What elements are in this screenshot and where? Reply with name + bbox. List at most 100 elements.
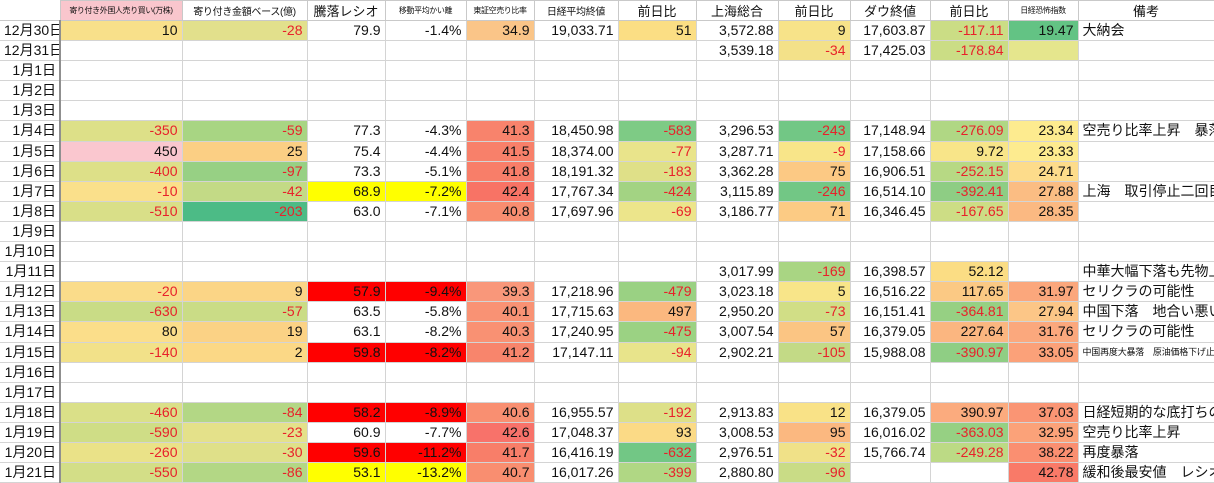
cell-date[interactable]: 1月16日: [0, 361, 61, 383]
cell-note[interactable]: セリクラの可能性: [1077, 281, 1214, 303]
cell-amt[interactable]: -59: [181, 120, 308, 142]
cell-nkd[interactable]: 497: [617, 301, 697, 323]
cell-note[interactable]: 空売り比率上昇: [1077, 421, 1214, 443]
cell-amt[interactable]: [181, 80, 308, 102]
cell-nkd[interactable]: -475: [617, 321, 697, 343]
cell-sh[interactable]: 3,296.53: [695, 120, 779, 142]
cell-vi[interactable]: 31.76: [1007, 321, 1079, 343]
cell-short[interactable]: 42.6: [465, 421, 535, 443]
cell-date[interactable]: 12月31日: [0, 40, 61, 62]
cell-nk[interactable]: 16,955.57: [533, 401, 619, 423]
cell-shd[interactable]: [777, 80, 851, 102]
cell-sh[interactable]: [695, 80, 779, 102]
cell-shd[interactable]: 12: [777, 401, 851, 423]
table-row[interactable]: 1月11日 3,017.99 -169 16,398.57 52.12 中華大幅下落も先物…: [0, 261, 1214, 283]
cell-vi[interactable]: 31.97: [1007, 281, 1079, 303]
cell-date[interactable]: 1月6日: [0, 160, 61, 182]
cell-short[interactable]: [465, 60, 535, 82]
cell-ma[interactable]: -8.2%: [384, 321, 467, 343]
cell-short[interactable]: [465, 361, 535, 383]
cell-amt[interactable]: -57: [181, 301, 308, 323]
cell-nkd[interactable]: [617, 80, 697, 102]
cell-dow[interactable]: [849, 220, 931, 243]
column-header-nk[interactable]: 日経平均終値: [533, 0, 619, 21]
cell-ratio[interactable]: [306, 361, 386, 383]
cell-note[interactable]: [1077, 40, 1214, 62]
cell-shd[interactable]: -73: [777, 301, 851, 323]
cell-shd[interactable]: -243: [777, 120, 851, 142]
cell-date[interactable]: 1月21日: [0, 462, 61, 483]
cell-sh[interactable]: [695, 60, 779, 82]
cell-nkd[interactable]: [617, 100, 697, 122]
cell-date[interactable]: 1月11日: [0, 261, 61, 283]
cell-note[interactable]: 緩和後最安値 レシオ上昇: [1077, 462, 1214, 483]
cell-dow[interactable]: 15,988.08: [849, 341, 931, 363]
cell-ratio[interactable]: 77.3: [306, 120, 386, 142]
cell-shd[interactable]: -169: [777, 261, 851, 283]
cell-date[interactable]: 1月8日: [0, 200, 61, 222]
cell-shd[interactable]: [777, 361, 851, 383]
cell-note[interactable]: 大納会: [1077, 19, 1214, 42]
cell-sh[interactable]: 3,539.18: [695, 40, 779, 62]
cell-shd[interactable]: [777, 60, 851, 82]
cell-dowd[interactable]: 9.72: [929, 140, 1009, 162]
cell-short[interactable]: 40.8: [465, 200, 535, 222]
cell-date[interactable]: 1月12日: [0, 281, 61, 303]
cell-fx[interactable]: -140: [59, 341, 183, 363]
cell-vi[interactable]: 28.35: [1007, 200, 1079, 222]
cell-dow[interactable]: 16,016.02: [849, 421, 931, 443]
cell-nk[interactable]: [533, 261, 619, 283]
cell-fx[interactable]: 80: [59, 321, 183, 343]
cell-vi[interactable]: 42.78: [1007, 462, 1079, 483]
cell-nk[interactable]: [533, 361, 619, 383]
cell-vi[interactable]: 24.71: [1007, 160, 1079, 182]
cell-note[interactable]: 中国再度大暴落 原油価格下げ止まらず: [1077, 341, 1214, 363]
cell-dow[interactable]: [849, 80, 931, 102]
cell-dow[interactable]: 17,158.66: [849, 140, 931, 162]
cell-nkd[interactable]: [617, 261, 697, 283]
table-row[interactable]: 1月6日 -400 -97 73.3 -5.1% 41.8 18,191.32 -183 3,3…: [0, 160, 1214, 182]
cell-vi[interactable]: [1007, 220, 1079, 243]
table-row[interactable]: 1月9日: [0, 220, 1214, 243]
cell-amt[interactable]: [181, 241, 308, 263]
cell-sh[interactable]: 3,287.71: [695, 140, 779, 162]
cell-dow[interactable]: 15,766.74: [849, 441, 931, 464]
cell-fx[interactable]: -260: [59, 441, 183, 464]
cell-fx[interactable]: [59, 361, 183, 383]
cell-dow[interactable]: 16,398.57: [849, 261, 931, 283]
cell-nkd[interactable]: [617, 361, 697, 383]
cell-ratio[interactable]: [306, 60, 386, 82]
cell-sh[interactable]: [695, 100, 779, 122]
table-row[interactable]: 1月14日 80 19 63.1 -8.2% 40.3 17,240.95 -475 3,007…: [0, 321, 1214, 343]
cell-shd[interactable]: 5: [777, 281, 851, 303]
cell-note[interactable]: 空売り比率上昇 暴落: [1077, 120, 1214, 142]
cell-note[interactable]: [1077, 220, 1214, 243]
cell-short[interactable]: 41.2: [465, 341, 535, 363]
cell-vi[interactable]: [1007, 361, 1079, 383]
cell-vi[interactable]: 23.34: [1007, 120, 1079, 142]
cell-nk[interactable]: 18,374.00: [533, 140, 619, 162]
cell-shd[interactable]: 95: [777, 421, 851, 443]
cell-dow[interactable]: 17,148.94: [849, 120, 931, 142]
cell-dow[interactable]: [849, 60, 931, 82]
cell-amt[interactable]: -84: [181, 401, 308, 423]
cell-ma[interactable]: -11.2%: [384, 441, 467, 464]
cell-amt[interactable]: -30: [181, 441, 308, 464]
cell-amt[interactable]: [181, 60, 308, 82]
cell-dow[interactable]: [849, 100, 931, 122]
cell-dowd[interactable]: [929, 60, 1009, 82]
cell-ratio[interactable]: 63.1: [306, 321, 386, 343]
cell-date[interactable]: 1月19日: [0, 421, 61, 443]
cell-shd[interactable]: [777, 241, 851, 263]
cell-ratio[interactable]: 60.9: [306, 421, 386, 443]
table-row[interactable]: 1月7日 -10 -42 68.9 -7.2% 42.4 17,767.34 -424 3,11…: [0, 180, 1214, 202]
cell-ma[interactable]: -4.4%: [384, 140, 467, 162]
cell-dowd[interactable]: 52.12: [929, 261, 1009, 283]
cell-sh[interactable]: [695, 361, 779, 383]
cell-vi[interactable]: 37.03: [1007, 401, 1079, 423]
cell-date[interactable]: 1月14日: [0, 321, 61, 343]
cell-ratio[interactable]: 53.1: [306, 462, 386, 483]
table-row[interactable]: 1月16日: [0, 361, 1214, 383]
cell-nkd[interactable]: -479: [617, 281, 697, 303]
